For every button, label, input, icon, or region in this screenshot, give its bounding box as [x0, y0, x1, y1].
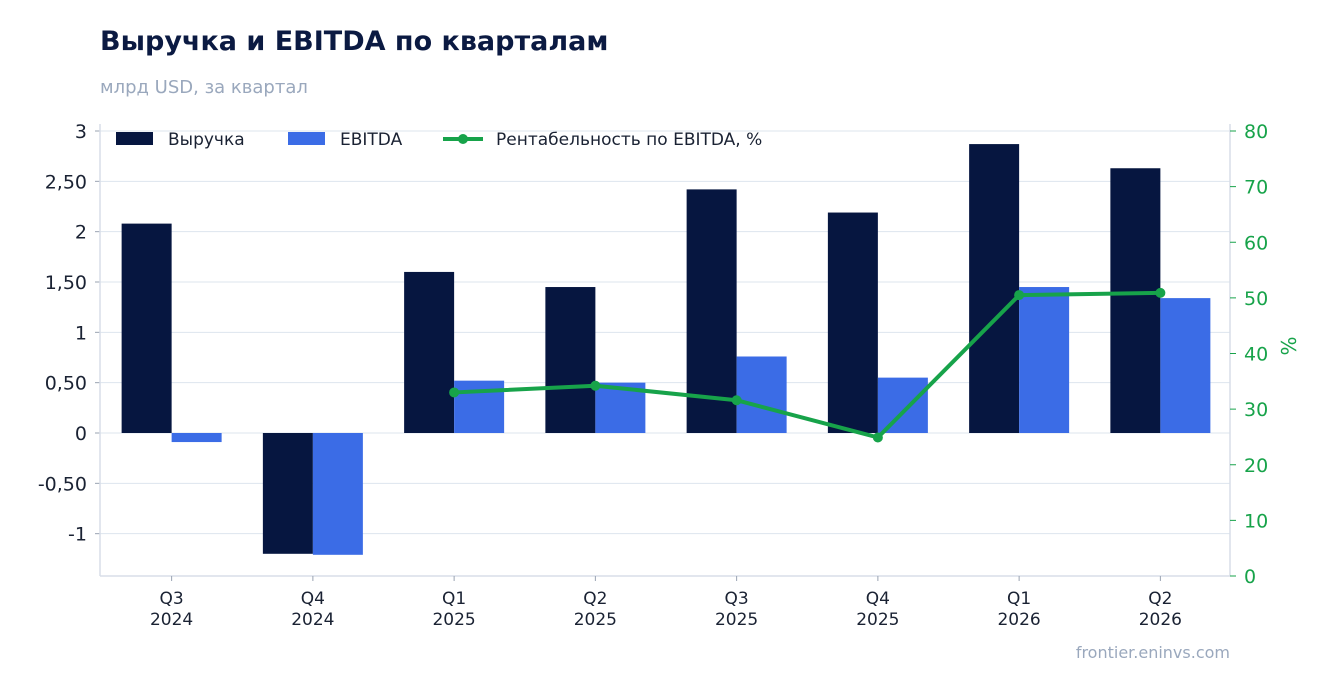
x-tick-label-year: 2025 — [432, 610, 475, 630]
x-tick-label: Q1 — [442, 589, 466, 609]
y-left-tick-label: 0 — [75, 423, 87, 445]
bar-revenue — [827, 212, 878, 433]
bar-revenue — [686, 189, 737, 433]
y-right-axis-label: % — [1277, 336, 1301, 355]
x-tick-label-year: 2025 — [856, 610, 899, 630]
bar-ebitda — [736, 356, 787, 433]
x-tick-label-year: 2026 — [997, 610, 1040, 630]
series-line-margin — [454, 290, 1161, 440]
x-tick-label: Q4 — [301, 589, 325, 609]
y-left-tick-label: 2,50 — [45, 171, 87, 193]
margin-point — [1155, 287, 1166, 298]
x-tick-label: Q2 — [1148, 589, 1172, 609]
bar-revenue — [404, 271, 455, 433]
legend-label-ebitda: EBITDA — [340, 130, 403, 150]
margin-point — [872, 432, 883, 443]
legend-marker-margin — [458, 134, 468, 144]
x-tick-label: Q2 — [583, 589, 607, 609]
x-tick-label-year: 2024 — [150, 610, 193, 630]
x-tick-label-year: 2025 — [574, 610, 617, 630]
margin-point — [449, 387, 460, 398]
y-right-tick-label: 20 — [1244, 455, 1268, 477]
y-left-tick-label: 3 — [75, 121, 87, 143]
x-tick-label-year: 2024 — [291, 610, 334, 630]
y-left-tick-label: 0,50 — [45, 373, 87, 395]
y-right-tick-label: 80 — [1244, 121, 1268, 143]
bar-revenue — [121, 223, 172, 433]
legend-swatch-revenue — [116, 132, 153, 145]
margin-point — [1014, 290, 1025, 301]
x-tick-label: Q3 — [160, 589, 184, 609]
bar-revenue — [545, 287, 596, 433]
y-right-tick-label: 40 — [1244, 344, 1268, 366]
y-left-tick-label: -0,50 — [38, 473, 87, 495]
x-tick-label: Q1 — [1007, 589, 1031, 609]
y-left-tick-label: -1 — [68, 524, 87, 546]
bar-ebitda — [1019, 287, 1070, 433]
legend-label-margin: Рентабельность по EBITDA, % — [496, 130, 762, 150]
y-left-tick-label: 2 — [75, 222, 87, 244]
x-tick-label-year: 2026 — [1139, 610, 1182, 630]
bar-revenue — [262, 433, 313, 554]
source-credit: frontier.eninvs.com — [1075, 643, 1230, 662]
x-tick-label: Q4 — [866, 589, 890, 609]
bar-revenue — [969, 144, 1020, 433]
y-right-tick-label: 10 — [1244, 510, 1268, 532]
legend-swatch-ebitda — [288, 132, 325, 145]
y-left-tick-label: 1 — [75, 322, 87, 344]
bar-ebitda — [171, 433, 222, 443]
margin-point — [731, 395, 742, 406]
bar-ebitda — [312, 433, 363, 555]
chart-title: Выручка и EBITDA по кварталам — [100, 26, 609, 57]
bar-ebitda — [877, 377, 928, 433]
y-right-tick-label: 70 — [1244, 177, 1268, 199]
margin-point — [590, 380, 601, 391]
bar-revenue — [1110, 168, 1161, 433]
x-tick-label-year: 2025 — [715, 610, 758, 630]
chart-subtitle: млрд USD, за квартал — [100, 77, 308, 98]
y-right-tick-label: 50 — [1244, 288, 1268, 310]
y-right-tick-label: 30 — [1244, 399, 1268, 421]
legend-label-revenue: Выручка — [168, 130, 245, 150]
y-left-tick-label: 1,50 — [45, 272, 87, 294]
y-right-tick-label: 60 — [1244, 232, 1268, 254]
x-tick-label: Q3 — [725, 589, 749, 609]
y-right-tick-label: 0 — [1244, 566, 1256, 588]
bar-ebitda — [1160, 298, 1211, 433]
